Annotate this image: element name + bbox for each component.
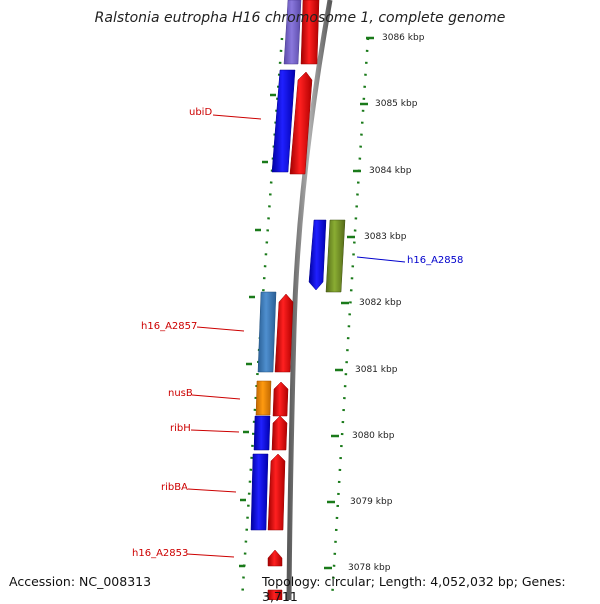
cds-red-3 <box>274 293 294 373</box>
map-title: Ralstonia eutropha H16 chromosome 1, com… <box>94 10 506 26</box>
cds-purple-top <box>283 0 302 65</box>
gene-label-nusB[interactable]: nusB <box>168 388 193 399</box>
cds-red-4 <box>272 381 289 417</box>
scale-label-3083: 3083 kbp <box>364 232 407 242</box>
cds-red-6 <box>267 453 286 531</box>
scale-label-3079: 3079 kbp <box>350 497 393 507</box>
accession-text: Accession: NC_008313 <box>9 574 152 589</box>
scale-label-3082: 3082 kbp <box>359 298 402 308</box>
gene-label-h16_A2857[interactable]: h16_A2857 <box>141 321 198 332</box>
gene-label-ribH[interactable]: ribH <box>170 423 191 434</box>
cds-ribH <box>253 415 271 451</box>
cds-h16_A2858-a <box>308 219 327 291</box>
label-leaders <box>186 114 406 558</box>
cds-ribBA <box>250 453 269 531</box>
cds-h16_A2853 <box>267 549 283 567</box>
cds-red-5 <box>271 415 288 451</box>
gene-label-ribBA[interactable]: ribBA <box>161 482 188 493</box>
gene-label-ubiD[interactable]: ubiD <box>189 107 213 118</box>
scale-label-3085: 3085 kbp <box>375 99 418 109</box>
cds-h16_A2857 <box>257 291 277 373</box>
outer-tick-track <box>330 37 370 600</box>
cds-red-top <box>300 0 320 65</box>
genome-backbone <box>286 0 333 600</box>
scale-label-3086: 3086 kbp <box>382 33 425 43</box>
major-ticks <box>239 36 374 570</box>
cds-red-2 <box>289 71 313 175</box>
cds-red-bottom <box>267 589 283 600</box>
cds-h16_A2858-b <box>325 219 346 293</box>
cds-features <box>250 0 346 600</box>
inner-tick-track <box>240 37 284 600</box>
scale-label-3081: 3081 kbp <box>355 365 398 375</box>
scale-label-3080: 3080 kbp <box>352 431 395 441</box>
scale-label-3078: 3078 kbp <box>348 563 391 573</box>
gene-label-h16_A2853[interactable]: h16_A2853 <box>132 548 189 559</box>
cds-nusB <box>255 380 272 416</box>
gene-label-h16_A2858[interactable]: h16_A2858 <box>407 255 464 266</box>
cds-ubiD <box>271 69 296 173</box>
scale-label-3084: 3084 kbp <box>369 166 412 176</box>
